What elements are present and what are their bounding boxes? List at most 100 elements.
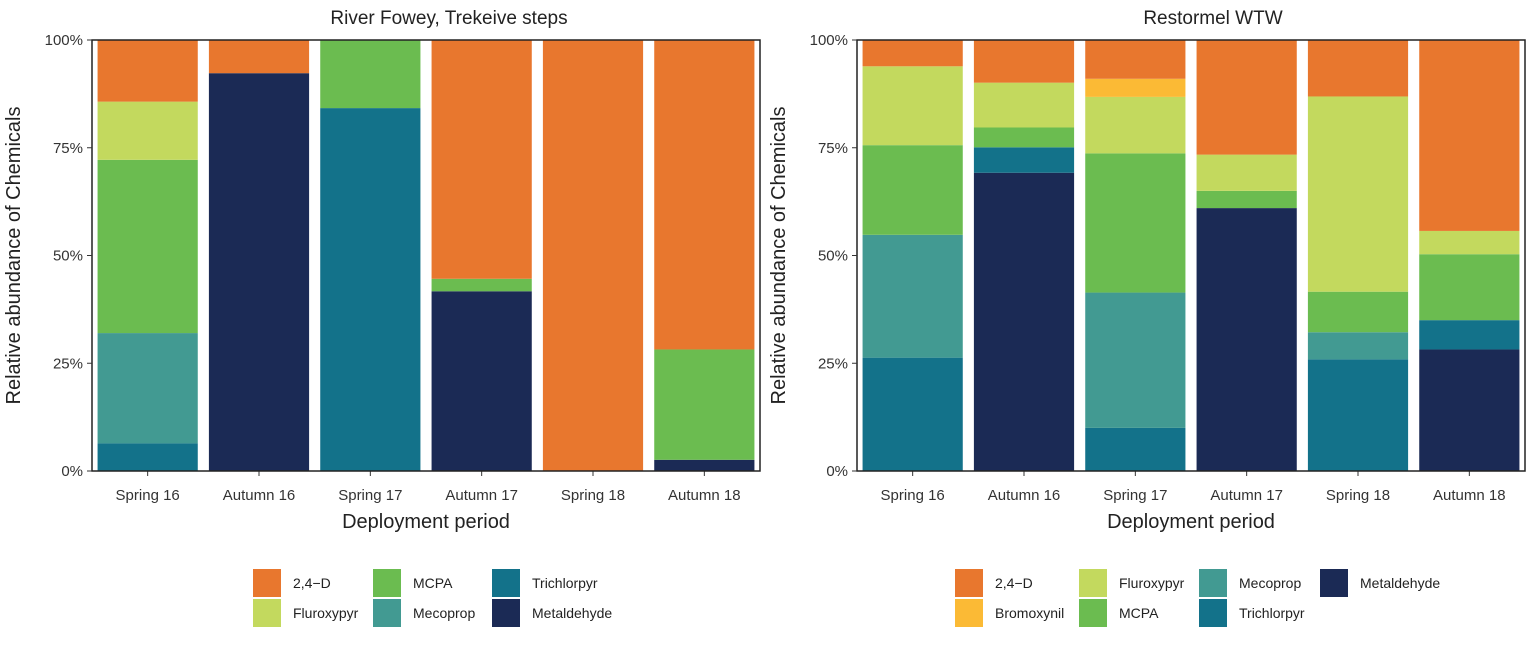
y-tick-label: 75% (53, 140, 83, 157)
bar-segment-fluroxypyr-autumn-16 (973, 82, 1075, 128)
bar-segment-mcpa-spring-16 (97, 159, 198, 334)
bar-segment-mcpa-spring-18 (1307, 291, 1409, 333)
bar-segment-mcpa-autumn-18 (654, 349, 755, 460)
bar-segment-mcpa-autumn-18 (1419, 254, 1520, 321)
bar-segment-fluroxypyr-spring-18 (1307, 96, 1409, 292)
legend-label: Fluroxypyr (293, 605, 359, 621)
bar-segment-fluroxypyr-autumn-17 (1196, 154, 1297, 191)
x-tick-label: Autumn 17 (445, 487, 518, 504)
legend-swatch (253, 599, 281, 627)
legend-swatch (1199, 599, 1227, 627)
legend-label: Trichlorpyr (532, 575, 598, 591)
bar-segment-trichlorpyr-autumn-18 (1419, 320, 1520, 350)
legend-swatch (373, 569, 401, 597)
y-tick-label: 50% (53, 248, 83, 265)
x-tick-label: Spring 18 (561, 487, 625, 504)
bar-segment-fluroxypyr-autumn-18 (1419, 230, 1520, 255)
bar-segment-24d-spring-17 (1085, 40, 1186, 79)
bar-segment-mcpa-spring-17 (1085, 153, 1186, 293)
y-tick-label: 50% (818, 248, 848, 265)
bar-segment-24d-spring-18 (1307, 40, 1409, 97)
bar-segment-metaldehyde-autumn-16 (973, 172, 1075, 472)
bar-segment-24d-spring-16 (862, 40, 963, 67)
legend-label: Fluroxypyr (1119, 575, 1185, 591)
x-tick-label: Autumn 16 (988, 487, 1061, 504)
x-tick-label: Spring 16 (881, 487, 945, 504)
bar-segment-mecoprop-spring-16 (862, 234, 963, 358)
x-tick-label: Autumn 16 (223, 487, 296, 504)
bar-segment-24d-autumn-16 (208, 40, 310, 74)
chart-title: River Fowey, Trekeive steps (330, 8, 567, 29)
legend-swatch (1079, 569, 1107, 597)
chart-panel-1: River Fowey, Trekeive steps Spring 16 Autu… (3, 8, 761, 627)
bar-segment-24d-spring-18 (542, 40, 644, 471)
x-axis-label: Deployment period (1107, 511, 1275, 533)
bar-segment-24d-autumn-17 (1196, 40, 1297, 155)
legend-swatch (253, 569, 281, 597)
bar-segment-trichlorpyr-spring-16 (97, 443, 198, 471)
x-tick-label: Autumn 17 (1210, 487, 1283, 504)
bar-segment-fluroxypyr-spring-17 (1085, 96, 1186, 154)
legend-swatch (492, 599, 520, 627)
legend-swatch (1199, 569, 1227, 597)
x-tick-label: Autumn 18 (1433, 487, 1506, 504)
bar-segment-bromoxynil-spring-17 (1085, 78, 1186, 97)
legend-swatch (1320, 569, 1348, 597)
x-tick-label: Spring 17 (338, 487, 402, 504)
bar-segment-metaldehyde-autumn-18 (1419, 349, 1520, 471)
y-tick-label: 0% (826, 463, 848, 480)
legend-label: Trichlorpyr (1239, 605, 1305, 621)
legend-swatch (955, 599, 983, 627)
legend-label: MCPA (413, 575, 453, 591)
bar-segment-mcpa-autumn-17 (1196, 190, 1297, 209)
legend-label: MCPA (1119, 605, 1159, 621)
bar-segment-trichlorpyr-spring-17 (1085, 427, 1186, 471)
bar-segment-mcpa-spring-16 (862, 145, 963, 235)
bar-segment-trichlorpyr-spring-18 (1307, 359, 1409, 471)
y-tick-label: 75% (818, 140, 848, 157)
y-tick-label: 100% (45, 32, 83, 49)
legend-label: Mecoprop (1239, 575, 1301, 591)
bar-segment-metaldehyde-autumn-18 (654, 459, 755, 471)
bar-segment-24d-autumn-17 (431, 40, 532, 279)
legend-swatch (492, 569, 520, 597)
bar-segment-24d-spring-16 (97, 40, 198, 102)
bar-segment-metaldehyde-autumn-17 (1196, 208, 1297, 471)
chart-title: Restormel WTW (1143, 8, 1282, 29)
legend-swatch (1079, 599, 1107, 627)
y-tick-label: 100% (810, 32, 848, 49)
y-tick-label: 0% (61, 463, 83, 480)
x-tick-label: Spring 18 (1326, 487, 1390, 504)
bar-segment-fluroxypyr-spring-16 (862, 66, 963, 146)
bar-segment-mcpa-autumn-17 (431, 278, 532, 292)
y-tick-label: 25% (818, 355, 848, 372)
legend-label: Bromoxynil (995, 605, 1064, 621)
legend: 2,4−D Bromoxynil Fluroxypyr MCPA Mecoprop Tri… (955, 569, 1440, 627)
legend-label: 2,4−D (995, 575, 1033, 591)
y-axis-label: Relative abundance of Chemicals (3, 107, 25, 405)
legend-label: Mecoprop (413, 605, 475, 621)
y-tick-label: 25% (53, 355, 83, 372)
chart-panel-2: Restormel WTW Spring 16 Autumn 16 Spring 17… (768, 8, 1526, 627)
bar-segment-24d-autumn-18 (1419, 40, 1520, 231)
bar-segment-mecoprop-spring-16 (97, 333, 198, 444)
bar-segment-mecoprop-spring-18 (1307, 332, 1409, 360)
legend: 2,4−D Fluroxypyr MCPA Mecoprop Trichlorpyr Me… (253, 569, 612, 627)
bar-segment-metaldehyde-autumn-17 (431, 291, 532, 471)
bar-segment-24d-autumn-18 (654, 40, 755, 350)
legend-label: Metaldehyde (532, 605, 612, 621)
bar-segment-trichlorpyr-spring-16 (862, 357, 963, 471)
x-tick-label: Spring 17 (1103, 487, 1167, 504)
x-axis-label: Deployment period (342, 511, 510, 533)
x-tick-label: Spring 16 (116, 487, 180, 504)
bar-segment-metaldehyde-autumn-16 (208, 73, 310, 471)
legend-swatch (955, 569, 983, 597)
bar-segment-mcpa-autumn-16 (973, 127, 1075, 148)
legend-label: Metaldehyde (1360, 575, 1440, 591)
legend-swatch (373, 599, 401, 627)
bar-segment-mcpa-spring-17 (320, 40, 421, 109)
bar-segment-mecoprop-spring-17 (1085, 292, 1186, 428)
bar-segment-fluroxypyr-spring-16 (97, 101, 198, 160)
